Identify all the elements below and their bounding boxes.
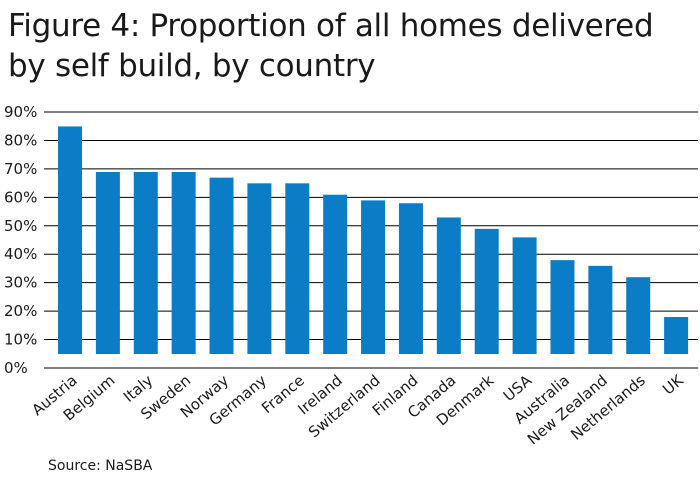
bars <box>58 126 689 354</box>
y-axis-tick-labels: 0% 10% 20% 30% 40% 50% 60% 70% 80% 90% <box>4 103 37 377</box>
chart-title: Figure 4: Proportion of all homes delive… <box>8 8 654 84</box>
bar-switzerland <box>361 200 386 354</box>
y-tick-label: 0% <box>4 359 28 377</box>
bar-netherlands <box>626 277 651 354</box>
y-tick-label: 10% <box>4 331 37 349</box>
bar-austria <box>58 126 82 354</box>
source-note: Source: NaSBA <box>48 458 153 474</box>
y-tick-label: 60% <box>4 188 37 206</box>
bar-ireland <box>323 194 348 354</box>
bar-sweden <box>171 171 196 354</box>
y-tick-label: 30% <box>4 274 37 292</box>
y-tick-label: 90% <box>4 103 37 121</box>
bar-italy <box>133 171 158 354</box>
bar-usa <box>512 237 537 354</box>
bar-norway <box>209 177 234 354</box>
bar-canada <box>436 217 461 354</box>
bar-germany <box>247 183 272 354</box>
y-tick-label: 20% <box>4 302 37 320</box>
y-tick-label: 80% <box>4 131 37 149</box>
bar-belgium <box>95 171 120 354</box>
x-category-label: UK <box>659 371 687 399</box>
bar-france <box>285 183 310 354</box>
bar-new-zealand <box>588 265 613 354</box>
y-tick-label: 50% <box>4 217 37 235</box>
bar-denmark <box>474 228 499 354</box>
bar-uk <box>664 317 689 354</box>
y-tick-label: 40% <box>4 245 37 263</box>
y-tick-label: 70% <box>4 160 37 178</box>
bar-australia <box>550 260 575 354</box>
bar-finland <box>398 203 423 354</box>
